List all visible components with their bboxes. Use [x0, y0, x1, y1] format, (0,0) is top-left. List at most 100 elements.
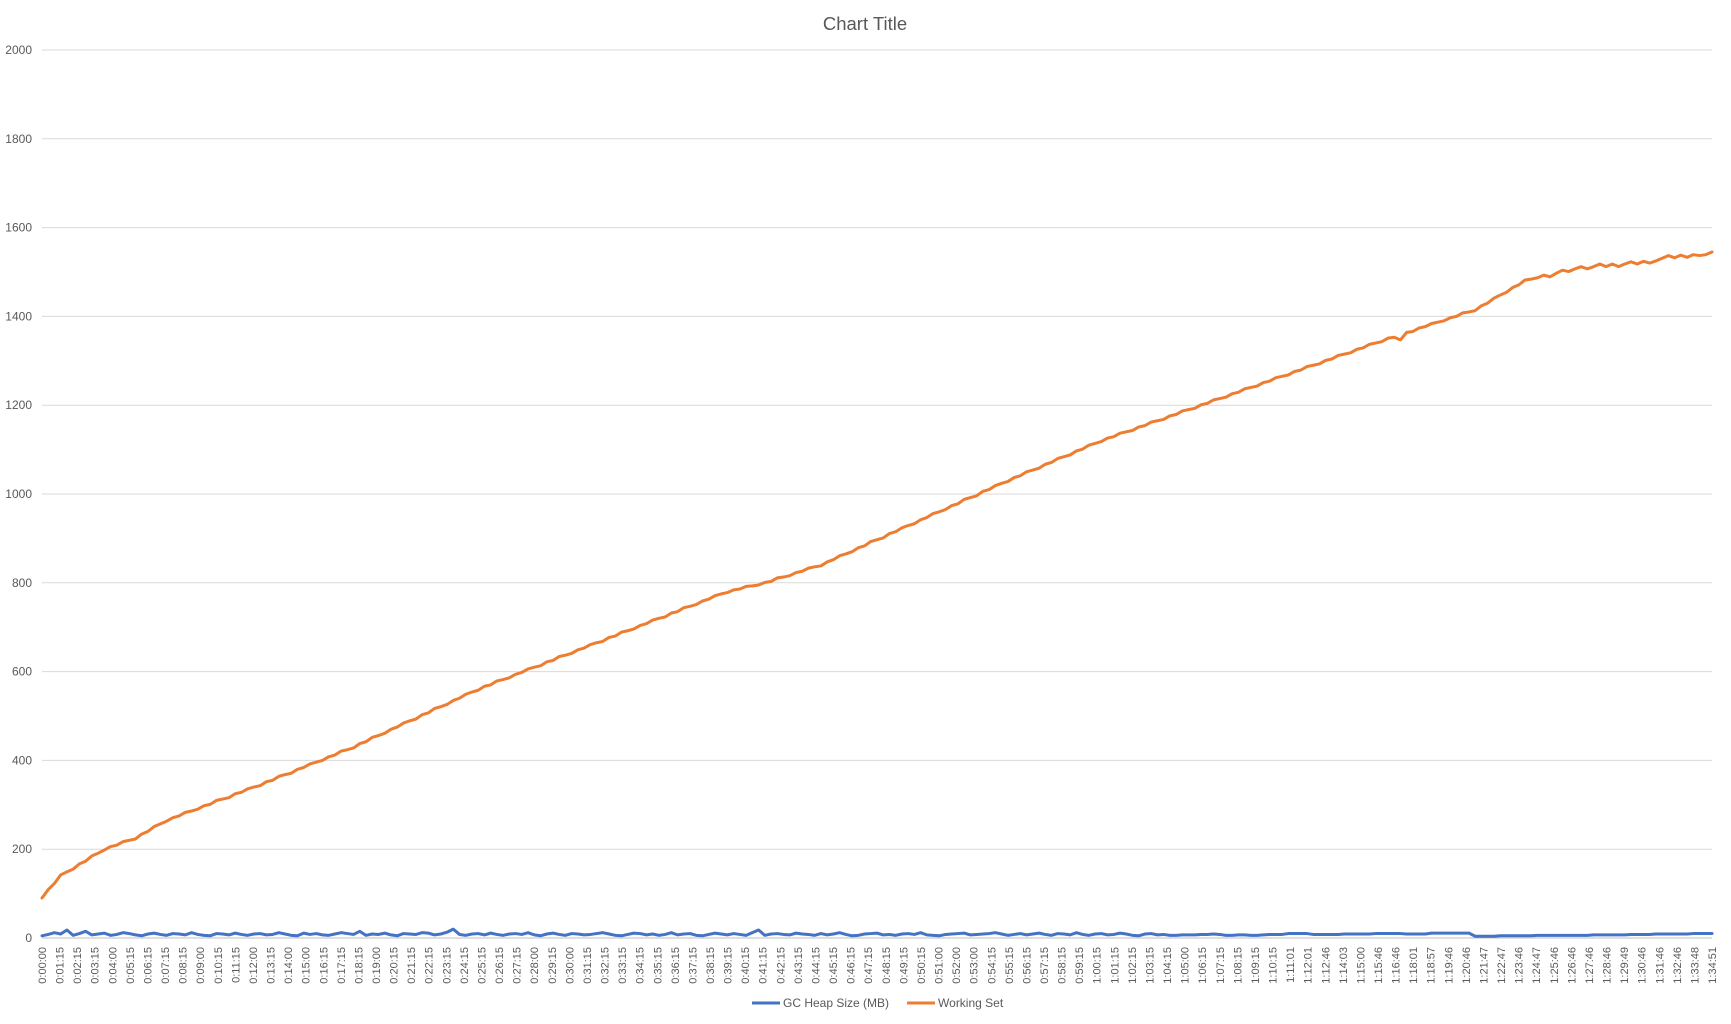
- x-tick-label: 0:39:15: [723, 947, 735, 984]
- x-tick-label: 0:55:15: [1004, 947, 1016, 984]
- x-tick-label: 1:06:15: [1197, 947, 1209, 984]
- x-tick-label: 0:17:15: [336, 947, 348, 984]
- x-tick-label: 1:02:15: [1127, 947, 1139, 984]
- legend-label: GC Heap Size (MB): [783, 996, 889, 1010]
- x-tick-label: 0:04:00: [107, 947, 119, 984]
- x-tick-label: 0:46:15: [846, 947, 858, 984]
- chart-title: Chart Title: [823, 13, 907, 34]
- legend-label: Working Set: [938, 996, 1004, 1010]
- x-tick-label: 0:09:00: [195, 947, 207, 984]
- x-tick-label: 0:19:00: [371, 947, 383, 984]
- x-tick-label: 0:13:15: [266, 947, 278, 984]
- x-tick-label: 0:03:15: [90, 947, 102, 984]
- x-tick-label: 0:58:15: [1057, 947, 1069, 984]
- x-tick-label: 0:00:00: [37, 947, 49, 984]
- x-tick-label: 0:48:15: [881, 947, 893, 984]
- x-tick-label: 1:12:01: [1303, 947, 1315, 984]
- x-tick-label: 1:32:46: [1672, 947, 1684, 984]
- x-tick-label: 0:21:15: [406, 947, 418, 984]
- x-tick-label: 1:26:46: [1566, 947, 1578, 984]
- x-tick-label: 1:20:46: [1461, 947, 1473, 984]
- legend: GC Heap Size (MB) Working Set: [752, 996, 1004, 1010]
- x-tick-label: 0:27:15: [512, 947, 524, 984]
- x-tick-label: 1:24:47: [1531, 947, 1543, 984]
- x-tick-label: 0:05:15: [125, 947, 137, 984]
- x-tick-label: 1:21:47: [1478, 947, 1490, 984]
- x-tick-label: 0:35:15: [652, 947, 664, 984]
- series-line-gc-heap-size: [40, 927, 1714, 938]
- series-line-working-set: [40, 250, 1714, 900]
- x-tick-label: 1:15:46: [1373, 947, 1385, 984]
- x-tick-label: 0:28:00: [529, 947, 541, 984]
- x-tick-label: 1:22:47: [1496, 947, 1508, 984]
- x-tick-label: 0:44:15: [810, 947, 822, 984]
- x-tick-label: 1:25:46: [1549, 947, 1561, 984]
- x-tick-label: 0:42:15: [775, 947, 787, 984]
- y-tick-label: 400: [12, 753, 32, 767]
- x-tick-label: 1:19:46: [1443, 947, 1455, 984]
- x-tick-label: 1:30:46: [1637, 947, 1649, 984]
- x-tick-label: 1:11:01: [1285, 947, 1297, 983]
- x-tick-label: 1:01:15: [1109, 947, 1121, 984]
- x-tick-label: 0:50:15: [916, 947, 928, 984]
- legend-item-working-set: Working Set: [907, 996, 1004, 1010]
- x-tick-label: 0:25:15: [476, 947, 488, 984]
- x-tick-label: 0:07:15: [160, 947, 172, 984]
- x-tick-label: 1:18:57: [1426, 947, 1438, 984]
- x-tick-label: 0:47:15: [863, 947, 875, 984]
- x-tick-label: 1:34:51: [1707, 947, 1719, 984]
- x-tick-label: 0:06:15: [142, 947, 154, 984]
- x-tick-label: 1:27:46: [1584, 947, 1596, 984]
- y-axis-tick-labels: 0 200 400 600 800 1000 1200 1400 1600 1800 2000: [5, 43, 32, 945]
- x-tick-label: 1:07:15: [1215, 947, 1227, 984]
- x-tick-label: 0:54:15: [986, 947, 998, 984]
- x-tick-label: 0:43:15: [793, 947, 805, 984]
- x-tick-label: 0:20:15: [389, 947, 401, 984]
- x-tick-label: 0:16:15: [318, 947, 330, 984]
- x-tick-label: 1:03:15: [1144, 947, 1156, 984]
- x-tick-label: 0:41:15: [758, 947, 770, 984]
- x-tick-label: 0:56:15: [1021, 947, 1033, 984]
- x-tick-label: 1:18:01: [1408, 947, 1420, 984]
- x-tick-label: 1:31:46: [1654, 947, 1666, 984]
- x-tick-label: 0:57:15: [1039, 947, 1051, 984]
- legend-item-gc-heap-size: GC Heap Size (MB): [752, 996, 889, 1010]
- x-tick-label: 0:02:15: [72, 947, 84, 984]
- x-tick-label: 0:52:00: [951, 947, 963, 984]
- x-tick-label: 0:53:00: [969, 947, 981, 984]
- x-tick-label: 0:33:15: [617, 947, 629, 984]
- x-tick-label: 1:10:15: [1268, 947, 1280, 984]
- x-tick-label: 1:16:46: [1391, 947, 1403, 984]
- x-tick-label: 0:11:15: [230, 947, 242, 983]
- x-tick-label: 0:08:15: [178, 947, 190, 984]
- x-tick-label: 1:33:48: [1689, 947, 1701, 984]
- x-tick-label: 1:14:03: [1338, 947, 1350, 984]
- x-tick-label: 0:26:15: [494, 947, 506, 984]
- x-tick-label: 0:36:15: [670, 947, 682, 984]
- x-tick-label: 1:05:00: [1180, 947, 1192, 984]
- y-tick-label: 200: [12, 842, 32, 856]
- y-tick-label: 1200: [5, 398, 32, 412]
- x-tick-label: 1:23:46: [1514, 947, 1526, 984]
- x-tick-label: 1:12:46: [1320, 947, 1332, 984]
- x-tick-label: 0:14:00: [283, 947, 295, 984]
- y-tick-label: 1400: [5, 309, 32, 323]
- x-tick-label: 0:31:15: [582, 947, 594, 984]
- x-tick-label: 0:23:15: [441, 947, 453, 984]
- x-tick-label: 0:12:00: [248, 947, 260, 984]
- x-tick-label: 0:24:15: [459, 947, 471, 984]
- x-tick-label: 0:30:00: [564, 947, 576, 984]
- y-tick-label: 1800: [5, 132, 32, 146]
- y-tick-label: 0: [25, 931, 32, 945]
- x-tick-label: 0:40:15: [740, 947, 752, 984]
- y-tick-label: 2000: [5, 43, 32, 57]
- x-axis-tick-labels: 0:00:00 0:01:15 0:02:15 0:03:15 0:04:00 0:05:…: [37, 947, 1719, 984]
- y-tick-label: 1000: [5, 487, 32, 501]
- x-tick-label: 1:28:46: [1602, 947, 1614, 984]
- x-tick-label: 1:29:49: [1619, 947, 1631, 984]
- series-lines: [40, 250, 1714, 938]
- x-tick-label: 0:34:15: [635, 947, 647, 984]
- x-tick-label: 0:32:15: [600, 947, 612, 984]
- x-tick-label: 1:09:15: [1250, 947, 1262, 984]
